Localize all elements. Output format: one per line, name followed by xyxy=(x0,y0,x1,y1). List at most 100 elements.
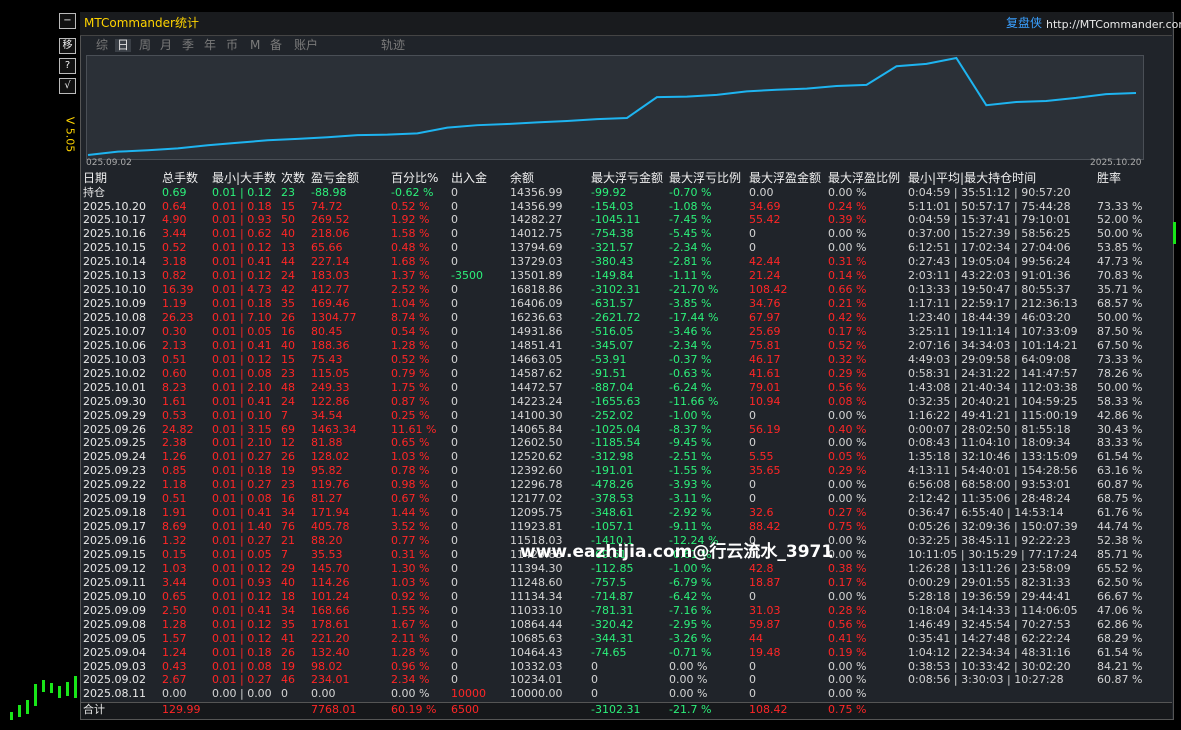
column-header[interactable]: 日期 xyxy=(83,171,108,185)
cell: -1025.04 xyxy=(591,422,641,436)
cell: 0.00 % xyxy=(828,186,867,199)
tab[interactable]: 季 xyxy=(182,38,195,52)
tab[interactable]: 账户 xyxy=(294,38,319,52)
cell: 0.00 % xyxy=(828,478,867,492)
cell: 2.11 % xyxy=(391,631,430,645)
cell: 1.92 % xyxy=(391,213,430,227)
cell: -0.71 % xyxy=(669,645,712,659)
cell: 2:07:16 | 34:34:03 | 101:14:21 xyxy=(908,338,1078,352)
cell: -1.11 % xyxy=(669,269,712,283)
tab[interactable]: 月 xyxy=(160,38,173,52)
cell: 10464.43 xyxy=(510,645,563,659)
cell: 0.52 % xyxy=(391,352,430,366)
cell: 13794.69 xyxy=(510,241,563,255)
cell: 0 xyxy=(749,436,756,450)
cell: 0 xyxy=(749,673,756,687)
cell: -154.03 xyxy=(591,199,634,213)
tab[interactable]: 备 xyxy=(270,38,283,52)
total-cell: -3102.31 xyxy=(591,703,641,716)
cell: 101.24 xyxy=(311,589,350,603)
cell: -2.81 % xyxy=(669,255,712,269)
cell: 0.00 % xyxy=(828,589,867,603)
side-button[interactable]: − xyxy=(59,13,76,29)
column-header[interactable]: 余额 xyxy=(510,171,535,185)
column-header[interactable]: 最大浮盈金额 xyxy=(749,171,822,185)
tab[interactable]: M xyxy=(250,38,261,52)
tab[interactable]: 轨迹 xyxy=(381,38,406,52)
cell: 26 xyxy=(281,311,295,325)
cell: 0.41 % xyxy=(828,631,867,645)
cell: 11394.30 xyxy=(510,561,563,575)
cell: 119.76 xyxy=(311,478,350,492)
column-header[interactable]: 最大浮盈比例 xyxy=(828,171,901,185)
cell: 0.52 % xyxy=(828,338,867,352)
cell: 0 xyxy=(749,241,756,255)
cell: 0.52 % xyxy=(391,199,430,213)
side-button[interactable]: √ xyxy=(59,78,76,94)
cell: 14065.84 xyxy=(510,422,563,436)
tab[interactable]: 年 xyxy=(204,38,217,52)
url[interactable]: http://MTCommander.com xyxy=(1046,18,1181,31)
cell: 5:28:18 | 19:36:59 | 29:44:41 xyxy=(908,589,1071,603)
column-header[interactable]: 次数 xyxy=(281,171,306,185)
tab[interactable]: 综 xyxy=(96,38,109,52)
tab[interactable]: 币 xyxy=(226,38,239,52)
column-header[interactable]: 最小|平均|最大持仓时间 xyxy=(908,171,1037,185)
cell: 1.28 % xyxy=(391,645,430,659)
row-label: 2025.10.01 xyxy=(83,380,146,394)
total-cell: 6500 xyxy=(451,703,479,716)
cell: 4:13:11 | 54:40:01 | 154:28:56 xyxy=(908,464,1078,478)
cell: 0.48 % xyxy=(391,241,430,255)
cell: 5.55 xyxy=(749,450,774,464)
cell: 11429.83 xyxy=(510,548,563,561)
row-label: 2025.09.19 xyxy=(83,492,146,506)
row-label: 2025.09.02 xyxy=(83,673,146,687)
cell: 12602.50 xyxy=(510,436,563,450)
column-header[interactable]: 胜率 xyxy=(1097,171,1122,185)
cell: -2621.72 xyxy=(591,311,641,325)
cell: 78.26 % xyxy=(1097,366,1143,380)
cell: 19.48 xyxy=(749,645,781,659)
cell: 58.33 % xyxy=(1097,394,1143,408)
cell: 0 xyxy=(451,506,458,520)
cell: 3:25:11 | 19:11:14 | 107:33:09 xyxy=(908,324,1078,338)
column-header[interactable]: 最小|大手数 xyxy=(212,171,277,185)
cell: -516.05 xyxy=(591,324,634,338)
cell: 0.01 | 0.27 xyxy=(212,478,272,492)
cell: -0.70 % xyxy=(669,186,712,199)
side-button[interactable]: ? xyxy=(59,58,76,74)
cell: 249.33 xyxy=(311,380,350,394)
cell: 0.01 | 0.10 xyxy=(212,408,272,422)
column-header[interactable]: 盈亏金额 xyxy=(311,171,360,185)
column-header[interactable]: 总手数 xyxy=(162,171,199,185)
cell: 0 xyxy=(281,687,288,701)
cell: 0.29 % xyxy=(828,366,867,380)
column-header[interactable]: 最大浮亏比例 xyxy=(669,171,742,185)
cell: 19 xyxy=(281,659,295,673)
cell: -1655.63 xyxy=(591,394,641,408)
cell: 0.79 % xyxy=(391,366,430,380)
row-label: 2025.10.15 xyxy=(83,241,146,255)
cell: 2:12:42 | 11:35:06 | 28:48:24 xyxy=(908,492,1071,506)
row-label: 2025.10.08 xyxy=(83,311,146,325)
tab[interactable]: 日 xyxy=(115,38,132,52)
tab[interactable]: 周 xyxy=(139,38,152,52)
column-header[interactable]: 出入金 xyxy=(451,171,488,185)
side-button[interactable]: 移 xyxy=(59,38,76,54)
cell: 0 xyxy=(451,478,458,492)
cell: 65.52 % xyxy=(1097,561,1143,575)
cell: 1:46:49 | 32:45:54 | 70:27:53 xyxy=(908,617,1071,631)
cell: 2.38 xyxy=(162,436,187,450)
cell: 0:27:43 | 19:05:04 | 99:56:24 xyxy=(908,255,1071,269)
cell: 24.82 xyxy=(162,422,194,436)
column-header[interactable]: 最大浮亏金额 xyxy=(591,171,664,185)
cell: 0.01 | 0.08 xyxy=(212,492,272,506)
cell: 0.00 xyxy=(311,687,336,701)
column-header[interactable]: 百分比% xyxy=(391,171,439,185)
cell: 0.01 | 0.41 xyxy=(212,394,272,408)
row-label: 2025.09.23 xyxy=(83,464,146,478)
cell: 34.54 xyxy=(311,408,343,422)
cell: 50.00 % xyxy=(1097,311,1143,325)
row-label: 2025.09.24 xyxy=(83,450,146,464)
